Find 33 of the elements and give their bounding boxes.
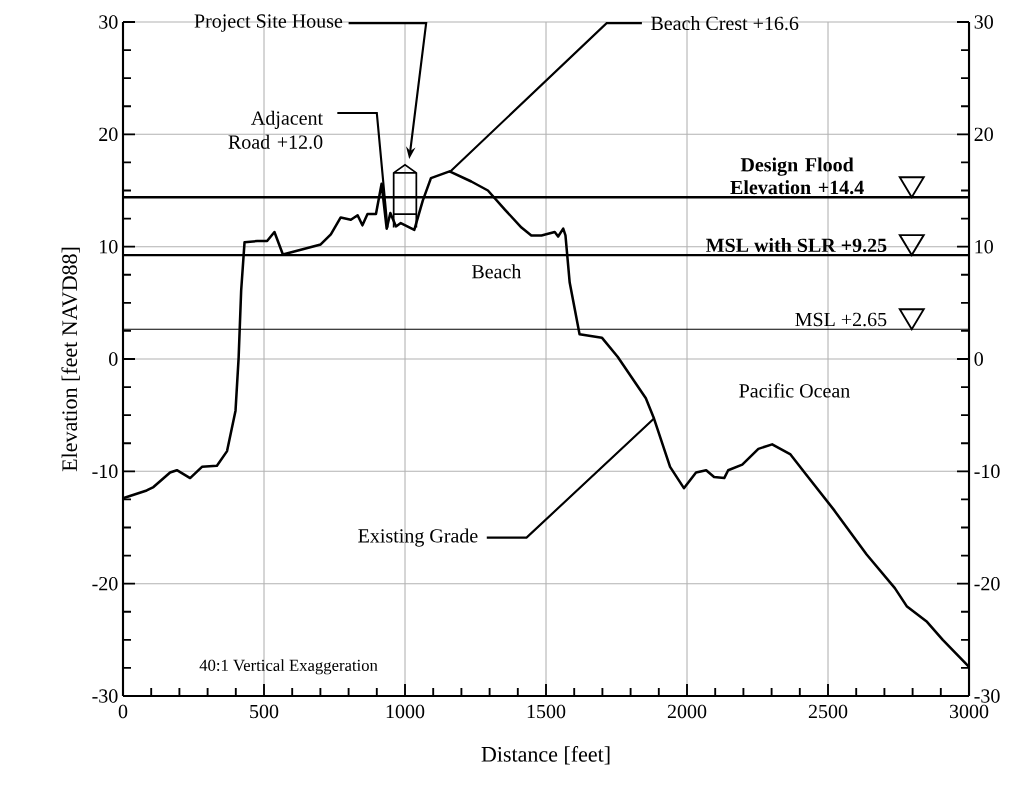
y-tick-label: -30 xyxy=(92,689,118,703)
y-tick-label: -20 xyxy=(92,576,118,591)
y2-tick-label: 0 xyxy=(974,352,983,366)
annotation: 40:1 Vertical Exaggeration xyxy=(199,659,378,675)
ref-line-label: MSL +2.65 xyxy=(795,312,887,327)
y2-tick-label: 20 xyxy=(974,127,993,142)
annotation: Beach xyxy=(471,264,522,279)
x-tick-label: 500 xyxy=(250,704,279,719)
x-axis-title: Distance [feet] xyxy=(481,746,610,765)
y2-tick-label: -10 xyxy=(974,464,1000,479)
x-tick-label: 1000 xyxy=(386,704,425,719)
ref-line-label: MSL with SLR +9.25 xyxy=(706,238,887,253)
annotation: Project Site House xyxy=(194,14,343,32)
x-tick-label: 0 xyxy=(118,704,128,719)
annotation: Adjacent Road +12.0 xyxy=(228,110,323,149)
x-tick-label: 2500 xyxy=(808,704,848,719)
annotation: Pacific Ocean xyxy=(739,383,850,398)
y-tick-label: 10 xyxy=(100,239,118,254)
x-tick-label: 1500 xyxy=(527,704,566,719)
legend-label: Design Flood Elevation +14.4 xyxy=(730,157,864,195)
annotation: Beach Crest +16.6 xyxy=(651,16,799,31)
y-tick-label: 30 xyxy=(99,15,118,29)
y2-tick-label: 10 xyxy=(975,239,993,254)
y-tick-label: -10 xyxy=(92,464,118,479)
y2-tick-label: 30 xyxy=(974,15,993,29)
y-tick-label: 0 xyxy=(109,352,118,366)
x-tick-label: 2000 xyxy=(667,704,707,719)
y-axis-title: Elevation [feet NAVD88] xyxy=(61,247,80,472)
y2-tick-label: -30 xyxy=(974,689,1000,703)
y2-tick-label: -20 xyxy=(974,576,1000,591)
annotation: Existing Grade xyxy=(358,528,478,547)
y-tick-label: 20 xyxy=(99,127,118,142)
x-tick-label: 3000 xyxy=(949,704,989,719)
